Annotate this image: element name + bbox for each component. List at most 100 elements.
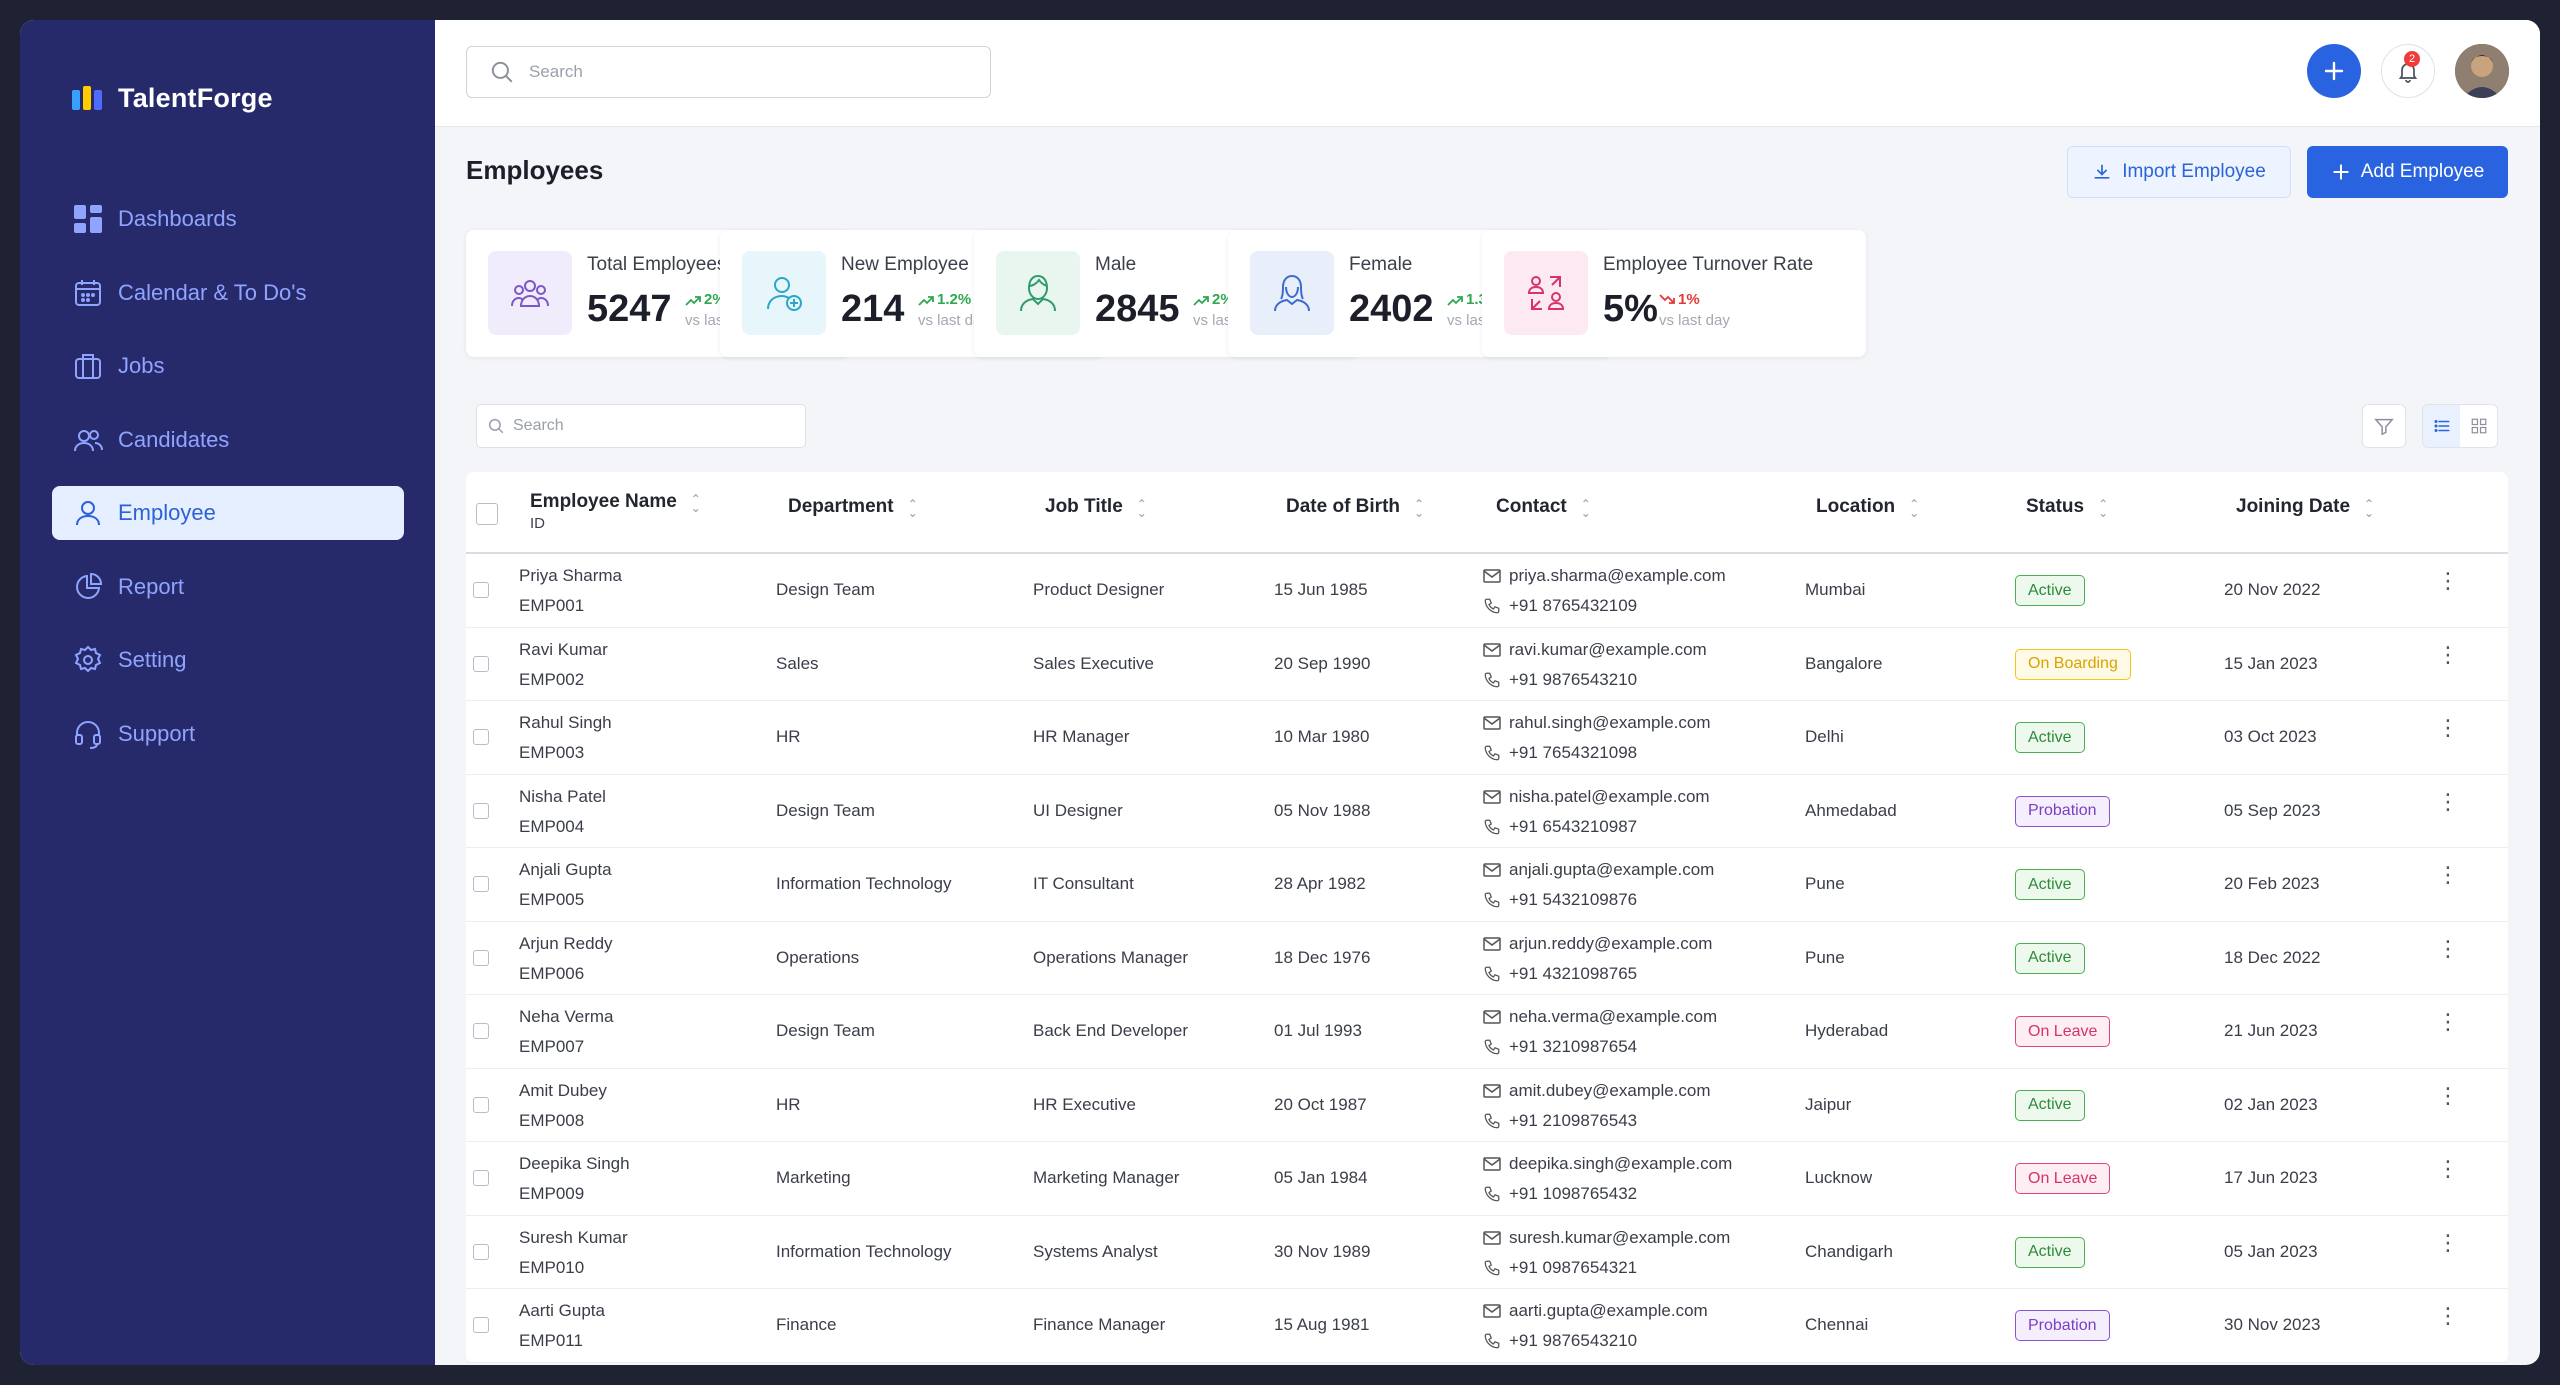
employee-name[interactable]: Priya Sharma — [519, 566, 622, 585]
table-row[interactable]: Priya Sharma EMP001 Design Team Product Des… — [466, 554, 2508, 628]
table-row[interactable]: Ravi Kumar EMP002 Sales Sales Executive 20 S… — [466, 628, 2508, 701]
employee-name[interactable]: Anjali Gupta — [519, 860, 612, 879]
employee-phone[interactable]: +91 9876543210 — [1483, 670, 1637, 690]
employee-phone[interactable]: +91 6543210987 — [1483, 817, 1637, 837]
sidebar-item-label: Employee — [118, 500, 216, 525]
more-options-icon[interactable]: ⋮ — [2437, 862, 2459, 887]
select-all-checkbox[interactable] — [476, 503, 498, 525]
employee-email[interactable]: suresh.kumar@example.com — [1483, 1228, 1730, 1248]
col-joining-date[interactable]: Joining Date ⌃ ⌄ — [2236, 496, 2374, 519]
row-checkbox[interactable] — [473, 1096, 489, 1113]
employee-name[interactable]: Nisha Patel — [519, 786, 606, 806]
col-location[interactable]: Location ⌃ ⌄ — [1816, 496, 1919, 519]
table-row[interactable]: Amit Dubey EMP008 HR HR Executive 20 Oct 198… — [466, 1069, 2508, 1142]
employee-name[interactable]: Suresh Kumar — [519, 1227, 628, 1247]
sidebar-item-candidates[interactable]: Candidates — [52, 413, 404, 467]
table-row[interactable]: Nisha Patel EMP004 Design Team UI Designer 0… — [466, 775, 2508, 848]
add-employee-button[interactable]: Add Employee — [2307, 146, 2508, 198]
import-employee-button[interactable]: Import Employee — [2067, 146, 2291, 198]
row-checkbox[interactable] — [473, 876, 489, 892]
table-row[interactable]: Suresh Kumar EMP010 Information Technology… — [466, 1216, 2508, 1289]
employee-email[interactable]: ravi.kumar@example.com — [1483, 640, 1707, 660]
employee-phone[interactable]: +91 1098765432 — [1483, 1184, 1637, 1204]
employee-phone[interactable]: +91 8765432109 — [1483, 596, 1637, 616]
employee-email[interactable]: aarti.gupta@example.com — [1483, 1301, 1708, 1321]
brand[interactable]: TalentForge — [72, 83, 273, 114]
row-checkbox[interactable] — [473, 802, 489, 819]
sidebar-item-report[interactable]: Report — [52, 560, 404, 614]
more-options-icon[interactable]: ⋮ — [2437, 1156, 2459, 1181]
col-job-title[interactable]: Job Title ⌃ ⌄ — [1045, 496, 1147, 519]
row-checkbox[interactable] — [473, 1170, 489, 1186]
employee-phone[interactable]: +91 7654321098 — [1483, 743, 1637, 763]
sidebar-item-support[interactable]: Support — [52, 707, 404, 761]
sidebar-item-calendar-to-do-s[interactable]: Calendar & To Do's — [52, 266, 404, 320]
filter-button[interactable] — [2362, 404, 2406, 448]
col-status[interactable]: Status ⌃ ⌄ — [2026, 496, 2108, 519]
col-department[interactable]: Department ⌃ ⌄ — [788, 496, 918, 519]
list-view-button[interactable] — [2423, 405, 2460, 447]
employee-phone[interactable]: +91 9876543210 — [1483, 1331, 1637, 1351]
sidebar-item-dashboards[interactable]: Dashboards — [52, 192, 404, 246]
table-search-input[interactable] — [513, 417, 793, 435]
notifications-button[interactable]: 2 — [2381, 44, 2435, 98]
employee-name[interactable]: Aarti Gupta — [519, 1301, 605, 1320]
employee-phone[interactable]: +91 2109876543 — [1483, 1111, 1637, 1131]
stat-card[interactable]: Employee Turnover Rate 5% 1% vs last day — [1482, 230, 1866, 357]
col-contact[interactable]: Contact ⌃ ⌄ — [1496, 496, 1591, 519]
employee-email[interactable]: rahul.singh@example.com — [1483, 713, 1711, 733]
employee-name[interactable]: Ravi Kumar — [519, 639, 608, 659]
employee-email[interactable]: amit.dubey@example.com — [1483, 1081, 1711, 1101]
table-row[interactable]: Rahul Singh EMP003 HR HR Manager 10 Mar 1980… — [466, 701, 2508, 775]
employee-name[interactable]: Rahul Singh — [519, 713, 612, 732]
more-options-icon[interactable]: ⋮ — [2437, 715, 2459, 740]
more-options-icon[interactable]: ⋮ — [2437, 641, 2459, 667]
employee-name[interactable]: Arjun Reddy — [519, 933, 613, 953]
grid-view-button[interactable] — [2460, 405, 2497, 447]
row-checkbox[interactable] — [473, 582, 489, 598]
employee-phone[interactable]: +91 4321098765 — [1483, 964, 1637, 984]
employee-phone[interactable]: +91 0987654321 — [1483, 1258, 1637, 1278]
more-options-icon[interactable]: ⋮ — [2437, 1229, 2459, 1255]
row-checkbox[interactable] — [473, 1243, 489, 1260]
more-options-icon[interactable]: ⋮ — [2437, 568, 2459, 593]
employee-email[interactable]: arjun.reddy@example.com — [1483, 934, 1712, 954]
row-checkbox[interactable] — [473, 729, 489, 745]
row-checkbox[interactable] — [473, 1023, 489, 1039]
row-checkbox[interactable] — [473, 1317, 489, 1333]
table-search[interactable] — [476, 404, 806, 448]
employee-phone[interactable]: +91 3210987654 — [1483, 1037, 1637, 1057]
table-row[interactable]: Anjali Gupta EMP005 Information Technology… — [466, 848, 2508, 922]
more-options-icon[interactable]: ⋮ — [2437, 788, 2459, 814]
sidebar-item-jobs[interactable]: Jobs — [52, 339, 404, 393]
more-options-icon[interactable]: ⋮ — [2437, 1303, 2459, 1328]
row-checkbox[interactable] — [473, 655, 489, 672]
global-search[interactable] — [466, 46, 991, 98]
col-date-of-birth[interactable]: Date of Birth ⌃ ⌄ — [1286, 496, 1424, 519]
col-employee-name[interactable]: Employee Name ID ⌃ ⌄ — [530, 491, 701, 532]
table-row[interactable]: Aarti Gupta EMP011 Finance Finance Manager 1… — [466, 1289, 2508, 1363]
employee-email[interactable]: nisha.patel@example.com — [1483, 787, 1710, 807]
table-row[interactable]: Neha Verma EMP007 Design Team Back End Deve… — [466, 995, 2508, 1069]
more-options-icon[interactable]: ⋮ — [2437, 935, 2459, 961]
sidebar-item-label: Support — [118, 720, 196, 746]
stat-value: 2845 — [1095, 288, 1180, 330]
sidebar-item-setting[interactable]: Setting — [52, 633, 404, 687]
global-search-input[interactable] — [529, 62, 949, 82]
row-checkbox[interactable] — [473, 949, 489, 966]
quick-add-button[interactable] — [2307, 44, 2361, 98]
employee-email[interactable]: priya.sharma@example.com — [1483, 566, 1726, 586]
sidebar-item-employee[interactable]: Employee — [52, 486, 404, 540]
employee-phone[interactable]: +91 5432109876 — [1483, 890, 1637, 910]
more-options-icon[interactable]: ⋮ — [2437, 1009, 2459, 1034]
employee-name[interactable]: Neha Verma — [519, 1007, 614, 1026]
employee-name[interactable]: Amit Dubey — [519, 1080, 607, 1100]
employee-email[interactable]: neha.verma@example.com — [1483, 1007, 1717, 1027]
more-options-icon[interactable]: ⋮ — [2437, 1082, 2459, 1108]
user-avatar[interactable] — [2455, 44, 2509, 98]
employee-email[interactable]: deepika.singh@example.com — [1483, 1154, 1732, 1174]
employee-email[interactable]: anjali.gupta@example.com — [1483, 860, 1714, 880]
employee-name[interactable]: Deepika Singh — [519, 1154, 630, 1173]
table-row[interactable]: Deepika Singh EMP009 Marketing Marketing Ma… — [466, 1142, 2508, 1216]
table-row[interactable]: Arjun Reddy EMP006 Operations Operations Ma… — [466, 922, 2508, 995]
